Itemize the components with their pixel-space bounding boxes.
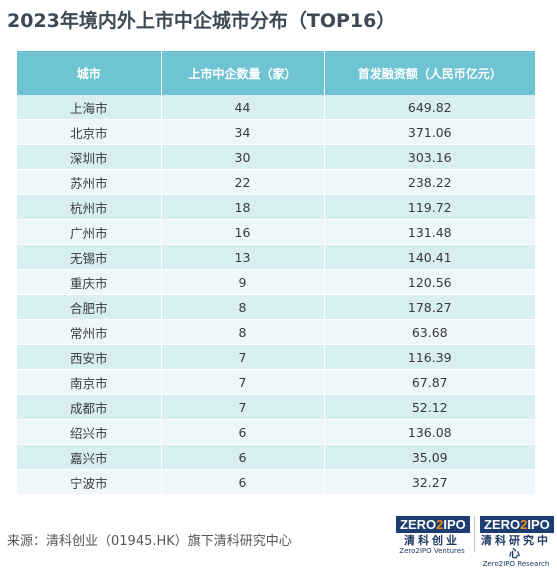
logo-chinese-name: 清科创业: [404, 534, 460, 547]
city-cell: 西安市: [17, 344, 162, 370]
city-cell: 合肥市: [17, 294, 162, 320]
company-count-cell: 18: [161, 194, 325, 220]
city-cell: 绍兴市: [17, 419, 162, 445]
city-cell: 嘉兴市: [17, 444, 162, 470]
ipo-financing-cell: 119.72: [324, 194, 535, 220]
company-count-cell: 30: [161, 144, 325, 170]
company-count-cell: 6: [161, 469, 325, 495]
ipo-financing-cell: 32.27: [324, 469, 535, 495]
table-row: 深圳市 30 303.16: [17, 144, 535, 170]
company-count-cell: 16: [161, 219, 325, 245]
data-table: 城市 上市中企数量（家） 首发融资额（人民币亿元） 上海市 44 649.82 北京市…: [17, 51, 535, 495]
company-count-cell: 44: [161, 95, 325, 120]
ipo-financing-cell: 238.22: [324, 169, 535, 195]
logo-divider: [474, 516, 475, 552]
city-cell: 无锡市: [17, 244, 162, 270]
ipo-financing-cell: 303.16: [324, 144, 535, 170]
column-header-company-count: 上市中企数量（家）: [161, 51, 325, 95]
logo-english-name: Zero2IPO Ventures: [399, 547, 465, 555]
table-row: 合肥市 8 178.27: [17, 294, 535, 320]
table-row: 无锡市 13 140.41: [17, 244, 535, 270]
company-count-cell: 8: [161, 294, 325, 320]
zero2ipo-ventures-logo: ZERO2IPO 清科创业 Zero2IPO Ventures: [396, 514, 470, 556]
ipo-financing-cell: 35.09: [324, 444, 535, 470]
ipo-financing-cell: 52.12: [324, 394, 535, 420]
city-cell: 北京市: [17, 119, 162, 145]
table-row: 上海市 44 649.82: [17, 95, 535, 120]
city-cell: 重庆市: [17, 269, 162, 295]
ipo-financing-cell: 371.06: [324, 119, 535, 145]
company-count-cell: 6: [161, 444, 325, 470]
source-note: 来源：清科创业（01945.HK）旗下清科研究中心: [7, 534, 292, 549]
city-cell: 常州市: [17, 319, 162, 345]
ipo-financing-cell: 63.68: [324, 319, 535, 345]
table-row: 杭州市 18 119.72: [17, 194, 535, 220]
logo-english-name: Zero2IPO Research: [482, 560, 550, 568]
logo-mark: ZERO2IPO: [396, 516, 470, 533]
city-cell: 苏州市: [17, 169, 162, 195]
column-header-city: 城市: [17, 51, 162, 95]
city-cell: 杭州市: [17, 194, 162, 220]
ipo-financing-cell: 116.39: [324, 344, 535, 370]
table-row: 嘉兴市 6 35.09: [17, 444, 535, 470]
city-cell: 南京市: [17, 369, 162, 395]
company-count-cell: 13: [161, 244, 325, 270]
table-body: 上海市 44 649.82 北京市 34 371.06 深圳市 30 303.16 苏州市 22 23…: [17, 95, 535, 495]
company-count-cell: 6: [161, 419, 325, 445]
table-row: 苏州市 22 238.22: [17, 169, 535, 195]
table-row: 广州市 16 131.48: [17, 219, 535, 245]
table-row: 西安市 7 116.39: [17, 344, 535, 370]
table-row: 绍兴市 6 136.08: [17, 419, 535, 445]
ipo-financing-cell: 131.48: [324, 219, 535, 245]
table-row: 常州市 8 63.68: [17, 319, 535, 345]
company-count-cell: 9: [161, 269, 325, 295]
company-count-cell: 8: [161, 319, 325, 345]
logo-chinese-name: 清科研究中心: [481, 534, 551, 560]
page-title: 2023年境内外上市中企城市分布（TOP16）: [7, 10, 396, 32]
table-row: 重庆市 9 120.56: [17, 269, 535, 295]
company-count-cell: 22: [161, 169, 325, 195]
company-count-cell: 7: [161, 344, 325, 370]
data-table-container: 城市 上市中企数量（家） 首发融资额（人民币亿元） 上海市 44 649.82 北京市…: [17, 51, 535, 495]
company-count-cell: 7: [161, 394, 325, 420]
ipo-financing-cell: 178.27: [324, 294, 535, 320]
ipo-financing-cell: 136.08: [324, 419, 535, 445]
table-row: 南京市 7 67.87: [17, 369, 535, 395]
ipo-financing-cell: 649.82: [324, 95, 535, 120]
ipo-financing-cell: 140.41: [324, 244, 535, 270]
company-count-cell: 7: [161, 369, 325, 395]
company-count-cell: 34: [161, 119, 325, 145]
table-row: 宁波市 6 32.27: [17, 469, 535, 495]
ipo-financing-cell: 120.56: [324, 269, 535, 295]
table-row: 北京市 34 371.06: [17, 119, 535, 145]
logo-mark: ZERO2IPO: [480, 516, 554, 533]
table-row: 成都市 7 52.12: [17, 394, 535, 420]
city-cell: 成都市: [17, 394, 162, 420]
column-header-ipo-financing: 首发融资额（人民币亿元）: [324, 51, 535, 95]
zero2ipo-research-logo: ZERO2IPO 清科研究中心 Zero2IPO Research: [480, 514, 554, 569]
city-cell: 宁波市: [17, 469, 162, 495]
city-cell: 深圳市: [17, 144, 162, 170]
ipo-financing-cell: 67.87: [324, 369, 535, 395]
city-cell: 上海市: [17, 95, 162, 120]
city-cell: 广州市: [17, 219, 162, 245]
table-header-row: 城市 上市中企数量（家） 首发融资额（人民币亿元）: [17, 51, 535, 95]
